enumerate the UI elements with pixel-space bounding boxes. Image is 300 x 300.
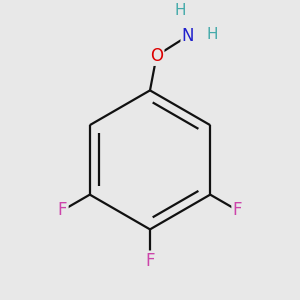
Text: F: F <box>145 252 155 270</box>
Text: H: H <box>174 3 185 18</box>
Text: F: F <box>233 201 242 219</box>
Text: O: O <box>150 46 163 64</box>
Text: H: H <box>206 27 218 42</box>
Text: N: N <box>182 27 194 45</box>
Text: F: F <box>58 201 67 219</box>
